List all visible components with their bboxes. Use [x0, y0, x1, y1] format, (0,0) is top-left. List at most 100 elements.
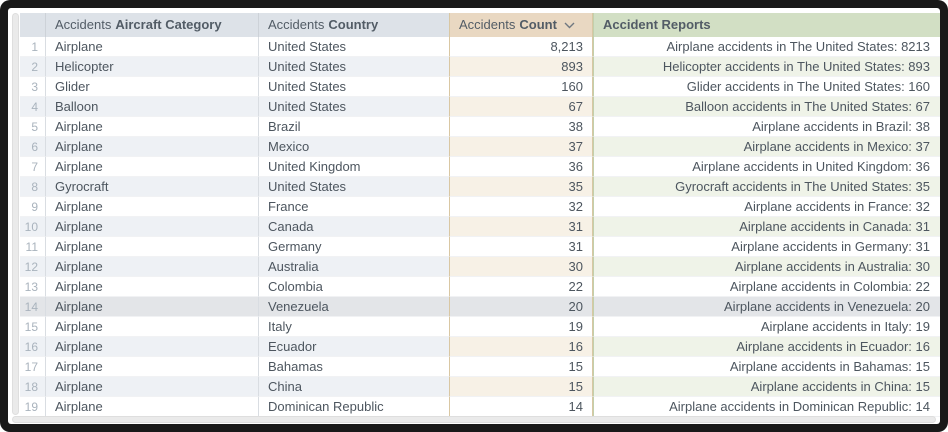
cell-report[interactable]: Airplane accidents in France: 32 — [593, 197, 940, 217]
cell-count[interactable]: 16 — [449, 337, 593, 357]
cell-country[interactable]: China — [259, 377, 449, 397]
cell-aircraft-category[interactable]: Airplane — [46, 237, 259, 257]
cell-count[interactable]: 15 — [449, 377, 593, 397]
table-row[interactable]: 6 Airplane Mexico 37 Airplane accidents … — [20, 137, 940, 157]
cell-report[interactable]: Balloon accidents in The United States: … — [593, 97, 940, 117]
cell-aircraft-category[interactable]: Gyrocraft — [46, 177, 259, 197]
table-row[interactable]: 3 Glider United States 160 Glider accide… — [20, 77, 940, 97]
table-row[interactable]: 1 Airplane United States 8,213 Airplane … — [20, 37, 940, 57]
table-row[interactable]: 13 Airplane Colombia 22 Airplane acciden… — [20, 277, 940, 297]
cell-count[interactable]: 160 — [449, 77, 593, 97]
cell-report[interactable]: Airplane accidents in Italy: 19 — [593, 317, 940, 337]
cell-country[interactable]: France — [259, 197, 449, 217]
cell-count[interactable]: 31 — [449, 217, 593, 237]
cell-aircraft-category[interactable]: Glider — [46, 77, 259, 97]
cell-country[interactable]: United States — [259, 37, 449, 57]
cell-count[interactable]: 893 — [449, 57, 593, 77]
cell-report[interactable]: Airplane accidents in Brazil: 38 — [593, 117, 940, 137]
cell-aircraft-category[interactable]: Airplane — [46, 197, 259, 217]
table-row[interactable]: 11 Airplane Germany 31 Airplane accident… — [20, 237, 940, 257]
cell-aircraft-category[interactable]: Helicopter — [46, 57, 259, 77]
table-row[interactable]: 16 Airplane Ecuador 16 Airplane accident… — [20, 337, 940, 357]
cell-count[interactable]: 22 — [449, 277, 593, 297]
cell-aircraft-category[interactable]: Airplane — [46, 277, 259, 297]
cell-report[interactable]: Airplane accidents in The United States:… — [593, 37, 940, 57]
cell-report[interactable]: Gyrocraft accidents in The United States… — [593, 177, 940, 197]
cell-country[interactable]: Canada — [259, 217, 449, 237]
cell-report[interactable]: Airplane accidents in United Kingdom: 36 — [593, 157, 940, 177]
cell-count[interactable]: 20 — [449, 297, 593, 317]
table-row[interactable]: 5 Airplane Brazil 38 Airplane accidents … — [20, 117, 940, 137]
cell-aircraft-category[interactable]: Airplane — [46, 137, 259, 157]
table-row[interactable]: 10 Airplane Canada 31 Airplane accidents… — [20, 217, 940, 237]
cell-count[interactable]: 14 — [449, 397, 593, 417]
cell-count[interactable]: 67 — [449, 97, 593, 117]
table-row[interactable]: 2 Helicopter United States 893 Helicopte… — [20, 57, 940, 77]
column-header-country[interactable]: Accidents Country — [259, 13, 449, 37]
cell-country[interactable]: Mexico — [259, 137, 449, 157]
table-row[interactable]: 12 Airplane Australia 30 Airplane accide… — [20, 257, 940, 277]
cell-count[interactable]: 15 — [449, 357, 593, 377]
cell-report[interactable]: Airplane accidents in Mexico: 37 — [593, 137, 940, 157]
cell-count[interactable]: 31 — [449, 237, 593, 257]
table-row[interactable]: 9 Airplane France 32 Airplane accidents … — [20, 197, 940, 217]
cell-aircraft-category[interactable]: Airplane — [46, 157, 259, 177]
cell-report[interactable]: Airplane accidents in Australia: 30 — [593, 257, 940, 277]
cell-country[interactable]: Germany — [259, 237, 449, 257]
cell-report[interactable]: Glider accidents in The United States: 1… — [593, 77, 940, 97]
cell-country[interactable]: United States — [259, 177, 449, 197]
cell-country[interactable]: Ecuador — [259, 337, 449, 357]
cell-country[interactable]: Venezuela — [259, 297, 449, 317]
cell-count[interactable]: 37 — [449, 137, 593, 157]
cell-count[interactable]: 35 — [449, 177, 593, 197]
column-header-count[interactable]: Accidents Count — [449, 13, 593, 37]
cell-country[interactable]: United States — [259, 57, 449, 77]
cell-country[interactable]: Bahamas — [259, 357, 449, 377]
cell-report[interactable]: Airplane accidents in Bahamas: 15 — [593, 357, 940, 377]
cell-count[interactable]: 38 — [449, 117, 593, 137]
cell-count[interactable]: 32 — [449, 197, 593, 217]
column-header-accident-reports[interactable]: Accident Reports — [593, 13, 940, 37]
cell-country[interactable]: United Kingdom — [259, 157, 449, 177]
cell-report[interactable]: Airplane accidents in China: 15 — [593, 377, 940, 397]
cell-country[interactable]: Australia — [259, 257, 449, 277]
cell-report[interactable]: Airplane accidents in Colombia: 22 — [593, 277, 940, 297]
cell-count[interactable]: 36 — [449, 157, 593, 177]
cell-aircraft-category[interactable]: Airplane — [46, 217, 259, 237]
table-row[interactable]: 14 Airplane Venezuela 20 Airplane accide… — [20, 297, 940, 317]
table-row[interactable]: 15 Airplane Italy 19 Airplane accidents … — [20, 317, 940, 337]
cell-count[interactable]: 19 — [449, 317, 593, 337]
horizontal-scrollbar[interactable] — [12, 416, 936, 423]
vertical-scrollbar[interactable] — [12, 13, 19, 415]
cell-count[interactable]: 8,213 — [449, 37, 593, 57]
cell-report[interactable]: Airplane accidents in Ecuador: 16 — [593, 337, 940, 357]
table-row[interactable]: 19 Airplane Dominican Republic 14 Airpla… — [20, 397, 940, 417]
cell-aircraft-category[interactable]: Airplane — [46, 117, 259, 137]
column-header-aircraft-category[interactable]: Accidents Aircraft Category — [46, 13, 259, 37]
cell-country[interactable]: Brazil — [259, 117, 449, 137]
cell-country[interactable]: Dominican Republic — [259, 397, 449, 417]
cell-aircraft-category[interactable]: Airplane — [46, 37, 259, 57]
cell-aircraft-category[interactable]: Airplane — [46, 317, 259, 337]
cell-country[interactable]: United States — [259, 97, 449, 117]
table-row[interactable]: 17 Airplane Bahamas 15 Airplane accident… — [20, 357, 940, 377]
cell-count[interactable]: 30 — [449, 257, 593, 277]
cell-aircraft-category[interactable]: Airplane — [46, 257, 259, 277]
cell-report[interactable]: Airplane accidents in Venezuela: 20 — [593, 297, 940, 317]
cell-report[interactable]: Airplane accidents in Germany: 31 — [593, 237, 940, 257]
cell-aircraft-category[interactable]: Airplane — [46, 377, 259, 397]
cell-report[interactable]: Helicopter accidents in The United State… — [593, 57, 940, 77]
cell-aircraft-category[interactable]: Airplane — [46, 357, 259, 377]
sort-descending-chevron-icon[interactable] — [564, 13, 575, 37]
cell-aircraft-category[interactable]: Airplane — [46, 337, 259, 357]
cell-aircraft-category[interactable]: Airplane — [46, 397, 259, 417]
cell-aircraft-category[interactable]: Balloon — [46, 97, 259, 117]
table-row[interactable]: 8 Gyrocraft United States 35 Gyrocraft a… — [20, 177, 940, 197]
cell-report[interactable]: Airplane accidents in Dominican Republic… — [593, 397, 940, 417]
cell-country[interactable]: Colombia — [259, 277, 449, 297]
table-row[interactable]: 7 Airplane United Kingdom 36 Airplane ac… — [20, 157, 940, 177]
cell-report[interactable]: Airplane accidents in Canada: 31 — [593, 217, 940, 237]
cell-country[interactable]: United States — [259, 77, 449, 97]
table-row[interactable]: 4 Balloon United States 67 Balloon accid… — [20, 97, 940, 117]
table-row[interactable]: 18 Airplane China 15 Airplane accidents … — [20, 377, 940, 397]
